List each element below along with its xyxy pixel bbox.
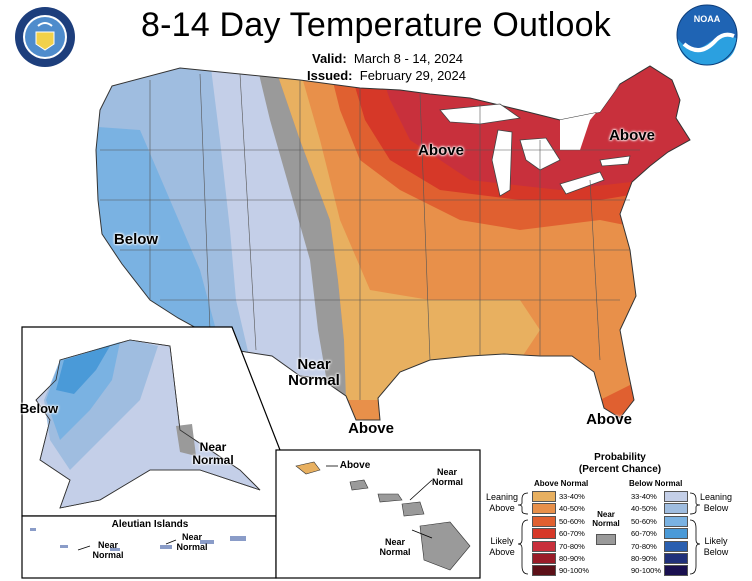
issued-date: Issued: February 29, 2024 bbox=[307, 68, 466, 83]
legend-below-bin-swatch bbox=[664, 528, 688, 540]
legend-below-bin-label: 60-70% bbox=[631, 529, 657, 539]
label-above-northeast: Above bbox=[609, 127, 655, 144]
label-above-texas: Above bbox=[348, 420, 394, 437]
legend-below-bin-swatch bbox=[664, 491, 688, 502]
canada-area bbox=[560, 84, 620, 150]
legend-above-bin-label: 90-100% bbox=[559, 566, 590, 576]
commerce-seal-icon bbox=[15, 7, 75, 67]
legend-above-bin-swatch bbox=[532, 553, 556, 564]
legend-likely-below: Likely Below bbox=[703, 536, 729, 557]
legend-below-bin-label: 90-100% bbox=[631, 566, 662, 576]
label-above-florida: Above bbox=[586, 411, 632, 428]
legend-near-normal: Near Normal bbox=[592, 510, 620, 528]
label-near-normal-hawaii-2: Near Normal bbox=[379, 537, 411, 557]
legend-below-bin-label: 40-50% bbox=[631, 504, 657, 514]
legend-below-header: Below Normal bbox=[629, 479, 683, 488]
aleutian-title: Aleutian Islands bbox=[111, 519, 189, 530]
state-boundaries bbox=[100, 73, 640, 400]
label-below-alaska: Below bbox=[19, 401, 59, 416]
legend-above-bin-swatch bbox=[532, 503, 556, 515]
lake-erie bbox=[559, 171, 605, 195]
legend-below-bin-label: 33-40% bbox=[631, 492, 657, 501]
valid-dates: Valid: March 8 - 14, 2024 bbox=[312, 51, 463, 66]
label-above-midwest: Above bbox=[418, 142, 464, 159]
legend-leaning-above: Leaning Above bbox=[485, 492, 519, 513]
legend-near-normal-swatch bbox=[596, 534, 616, 545]
legend-above-bin-label: 50-60% bbox=[559, 516, 585, 526]
label-near-normal-alaska: Near Normal bbox=[192, 440, 234, 467]
valid-label: Valid: bbox=[312, 51, 347, 66]
legend-leaning-below: Leaning Below bbox=[699, 492, 733, 513]
issued-value: February 29, 2024 bbox=[359, 68, 466, 83]
lake-ontario bbox=[599, 155, 631, 167]
legend-below-bin-swatch bbox=[664, 553, 688, 564]
legend-above-bin-label: 40-50% bbox=[559, 504, 585, 514]
legend-above-bin-swatch bbox=[532, 540, 556, 552]
legend-likely-above: Likely Above bbox=[489, 536, 515, 557]
legend-below-bin-swatch bbox=[664, 540, 688, 552]
legend-below-bin-swatch bbox=[664, 515, 688, 527]
legend-below-bin-label: 80-90% bbox=[631, 554, 657, 563]
label-above-hawaii: Above bbox=[339, 460, 371, 471]
noaa-logo-text: NOAA bbox=[693, 14, 721, 24]
label-near-normal-conus: Near Normal bbox=[288, 356, 340, 389]
legend-above-bin-label: 33-40% bbox=[559, 492, 585, 501]
label-near-normal-aleutian-2: Near Normal bbox=[176, 532, 208, 552]
legend-below-bin-swatch bbox=[664, 503, 688, 515]
legend-above-header: Above Normal bbox=[534, 479, 589, 488]
valid-value: March 8 - 14, 2024 bbox=[353, 51, 464, 66]
legend-above-bin-label: 70-80% bbox=[559, 541, 585, 551]
label-below-west: Below bbox=[113, 231, 159, 248]
legend-below-bin-label: 50-60% bbox=[631, 516, 657, 526]
lake-michigan bbox=[491, 129, 513, 197]
legend-above-bin-swatch bbox=[532, 528, 556, 540]
noaa-logo-icon bbox=[676, 4, 738, 66]
aleutian-islands-shapes bbox=[30, 528, 246, 551]
legend-above-bin-label: 80-90% bbox=[559, 554, 585, 563]
legend-above-bin-swatch bbox=[532, 515, 556, 527]
legend-below-bin-swatch bbox=[664, 565, 688, 577]
label-near-normal-hawaii-1: Near Normal bbox=[432, 467, 464, 487]
legend-above-bin-label: 60-70% bbox=[559, 529, 585, 539]
label-near-normal-aleutian-1: Near Normal bbox=[92, 540, 124, 560]
legend-above-bin-swatch bbox=[532, 491, 556, 502]
legend-title: Probability (Percent Chance) bbox=[578, 452, 662, 475]
page-title: 8-14 Day Temperature Outlook bbox=[141, 6, 611, 44]
issued-label: Issued: bbox=[307, 68, 353, 83]
legend-below-bin-label: 70-80% bbox=[631, 541, 657, 551]
legend-above-bin-swatch bbox=[532, 565, 556, 577]
